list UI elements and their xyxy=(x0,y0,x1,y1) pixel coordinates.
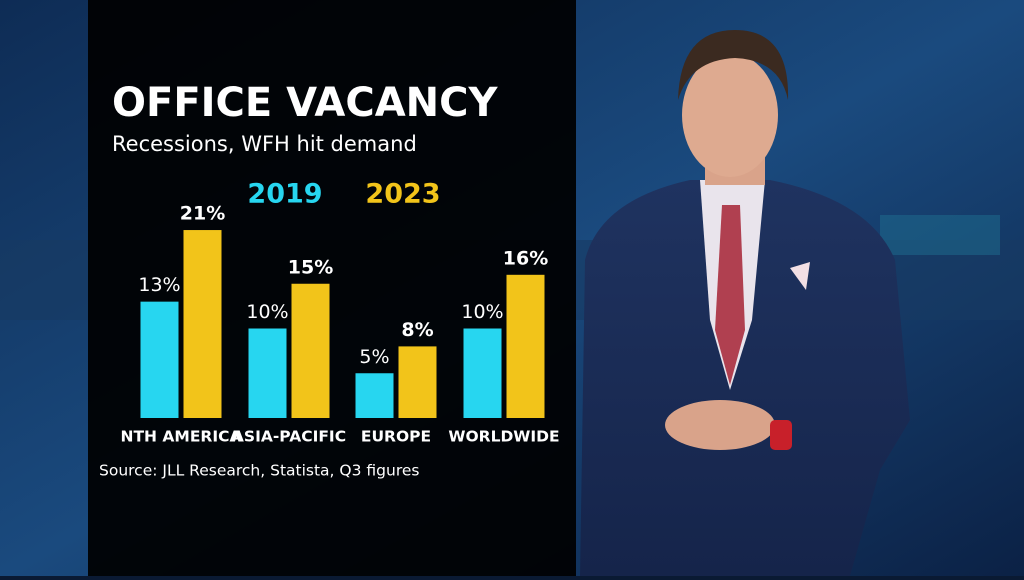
value-label: 16% xyxy=(503,247,548,269)
bar xyxy=(248,328,287,418)
bar xyxy=(355,373,394,418)
value-label: 5% xyxy=(359,346,389,368)
value-label: 15% xyxy=(288,256,333,278)
presenter xyxy=(580,30,910,576)
category-label: WORLDWIDE xyxy=(448,428,559,446)
bar xyxy=(506,274,545,418)
chart-title: OFFICE VACANCY xyxy=(112,80,498,126)
category-label: EUROPE xyxy=(361,428,431,446)
value-label: 13% xyxy=(138,274,180,296)
chart-source: Source: JLL Research, Statista, Q3 figur… xyxy=(99,462,419,480)
category-label: ASIA-PACIFIC xyxy=(232,428,346,446)
value-label: 10% xyxy=(246,301,288,323)
value-label: 21% xyxy=(180,203,225,225)
value-label: 8% xyxy=(401,319,433,341)
chart-panel xyxy=(88,0,576,576)
value-label: 10% xyxy=(461,301,503,323)
bar xyxy=(140,301,179,418)
legend-entry: 2023 xyxy=(365,179,440,210)
bar xyxy=(291,283,330,418)
studio-screen xyxy=(880,215,1000,255)
legend-entry: 2019 xyxy=(247,179,322,210)
bar xyxy=(183,230,222,418)
bar xyxy=(463,328,502,418)
bar xyxy=(398,346,437,418)
category-label: NTH AMERICA xyxy=(121,428,242,446)
chart-subtitle: Recessions, WFH hit demand xyxy=(112,132,417,156)
